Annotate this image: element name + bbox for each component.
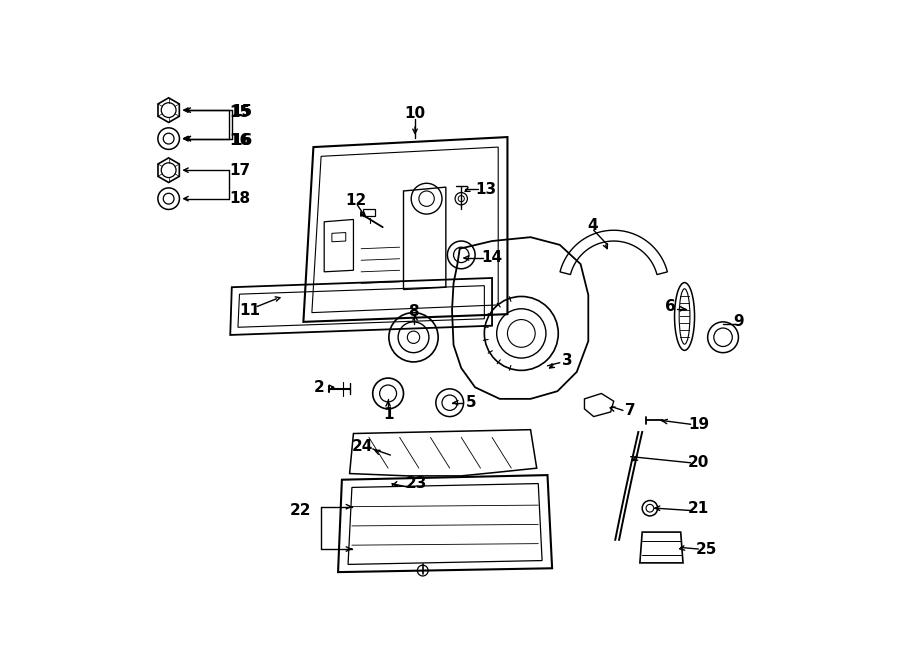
Text: 25: 25: [696, 541, 716, 557]
Text: 1: 1: [382, 407, 393, 422]
Text: 6: 6: [665, 299, 676, 314]
Text: 5: 5: [466, 395, 477, 410]
Text: 14: 14: [482, 251, 502, 266]
Text: 17: 17: [229, 163, 250, 178]
Text: 4: 4: [587, 218, 598, 233]
Text: 15: 15: [231, 104, 252, 119]
Text: 16: 16: [231, 134, 252, 149]
Text: 18: 18: [229, 191, 250, 206]
Text: 19: 19: [688, 417, 709, 432]
Text: 7: 7: [626, 403, 636, 418]
Text: 21: 21: [688, 502, 709, 516]
Text: 22: 22: [290, 503, 311, 518]
Text: 16: 16: [229, 134, 250, 149]
Text: 24: 24: [352, 439, 374, 454]
Text: 20: 20: [688, 455, 709, 470]
Text: 2: 2: [313, 380, 324, 395]
Text: 8: 8: [409, 304, 419, 319]
Text: 11: 11: [239, 303, 260, 318]
Text: 10: 10: [404, 106, 426, 122]
Text: 15: 15: [229, 105, 250, 120]
Text: 9: 9: [734, 315, 743, 329]
Text: 13: 13: [475, 182, 497, 197]
Text: 23: 23: [406, 476, 428, 491]
Text: 12: 12: [345, 194, 366, 208]
Text: 3: 3: [562, 353, 572, 368]
